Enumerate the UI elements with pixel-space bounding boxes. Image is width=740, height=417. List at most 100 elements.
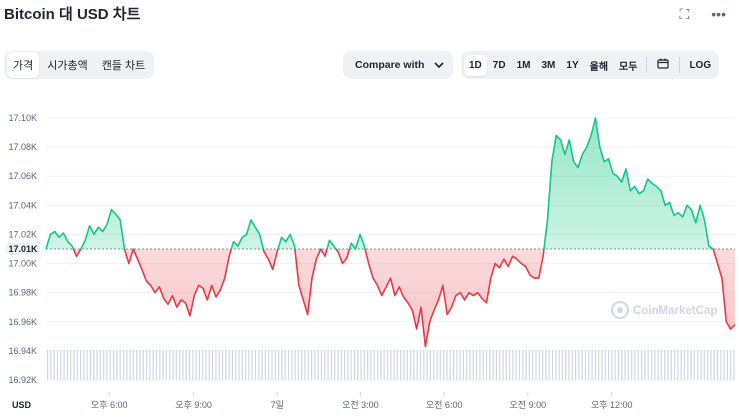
price-line-down [46,249,736,348]
volume-bar [142,350,144,380]
volume-bar [198,350,200,380]
range-3m[interactable]: 3M [541,59,556,71]
volume-bar [47,350,49,380]
volume-bar [66,350,68,380]
volume-bar [657,350,659,380]
volume-bar [578,350,580,380]
volume-bar [522,350,524,380]
volume-bar [532,350,534,380]
volume-bar [730,350,732,380]
volume-bar [446,350,448,380]
volume-bar [462,350,464,380]
volume-bar [654,350,656,380]
volume-bar [113,350,115,380]
volume-bar [485,350,488,380]
tab-price[interactable]: 가격 [7,52,40,78]
range-1y[interactable]: 1Y [566,59,579,71]
x-tick-label: 오전 6:00 [426,400,463,410]
volume-bar [509,350,511,380]
volume-bar [327,350,329,380]
y-tick-label: 16.94K [8,346,37,356]
calendar-icon[interactable] [651,54,675,76]
volume-bar [505,350,507,380]
range-all[interactable]: 모두 [619,61,638,73]
more-dots-icon[interactable]: ••• [711,6,726,22]
volume-bar [492,350,494,380]
range-1d[interactable]: 1D [464,54,487,76]
y-tick-label: 17.00K [8,259,37,269]
volume-bar [555,350,557,380]
volume-bar [707,350,709,380]
volume-bar [502,350,504,380]
volume-bar [476,350,478,380]
volume-bar [568,350,570,380]
volume-bar [344,350,346,380]
volume-bar [660,350,662,380]
volume-bar [423,350,425,380]
volume-bar [307,350,309,380]
volume-bar [634,350,636,380]
volume-bar [340,350,342,380]
volume-bar [175,350,177,380]
volume-bar [80,350,82,380]
area-fill [46,118,735,347]
chevron-down-icon [434,59,444,71]
volume-bar [159,350,161,380]
volume-bar [406,350,408,380]
volume-bar [733,350,735,380]
volume-bar [126,350,128,380]
volume-bar [561,350,563,380]
volume-bar [330,350,332,380]
volume-bar [73,350,75,380]
volume-bar [261,350,263,380]
y-tick-label: 17.06K [8,171,37,181]
volume-bar [377,350,379,380]
volume-bar [495,350,497,380]
range-7d[interactable]: 7D [492,59,506,71]
volume-bar [86,350,88,380]
time-range-selector: 1D 7D 1M 3M 1Y 올해 모두 LOG [461,51,720,79]
volume-bar [525,350,527,380]
volume-bar [188,350,191,380]
volume-bar [380,350,382,380]
range-ytd[interactable]: 올해 [589,61,609,73]
volume-bar [697,350,699,380]
volume-bar [254,350,257,380]
volume-bar [363,350,365,380]
tab-candle-chart[interactable]: 캔들 차트 [101,60,146,72]
volume-bar [96,350,98,380]
tab-market-cap[interactable]: 시가총액 [47,60,88,72]
y-tick-label: 17.10K [8,113,37,123]
volume-bar [373,350,375,380]
volume-bar [466,350,468,380]
expand-icon[interactable]: ⛶ [679,6,690,22]
log-toggle[interactable]: LOG [689,59,712,71]
volume-bar [674,350,676,380]
volume-bar [690,350,692,380]
volume-bar [416,350,418,380]
volume-bar [367,350,369,380]
volume-bar [337,350,339,380]
volume-bar [179,350,181,380]
volume-bar [680,350,682,380]
volume-bar [400,350,402,380]
volume-bar [287,350,290,380]
volume-bar [225,350,227,380]
price-line [45,117,736,348]
volume-bar [499,350,501,380]
volume-bar [591,350,593,380]
volume-bar [443,350,445,380]
range-1m[interactable]: 1M [516,59,531,71]
volume-bar [641,350,643,380]
volume-bar [386,350,389,380]
volume-bar [716,350,719,380]
volume-bar [63,350,65,380]
volume-bar [155,350,158,380]
compare-with-dropdown[interactable]: Compare with [343,51,453,79]
range-divider [679,57,681,73]
volume-bar [456,350,458,380]
volume-bar [518,350,521,380]
volume-bar [472,350,474,380]
volume-bar [83,350,85,380]
